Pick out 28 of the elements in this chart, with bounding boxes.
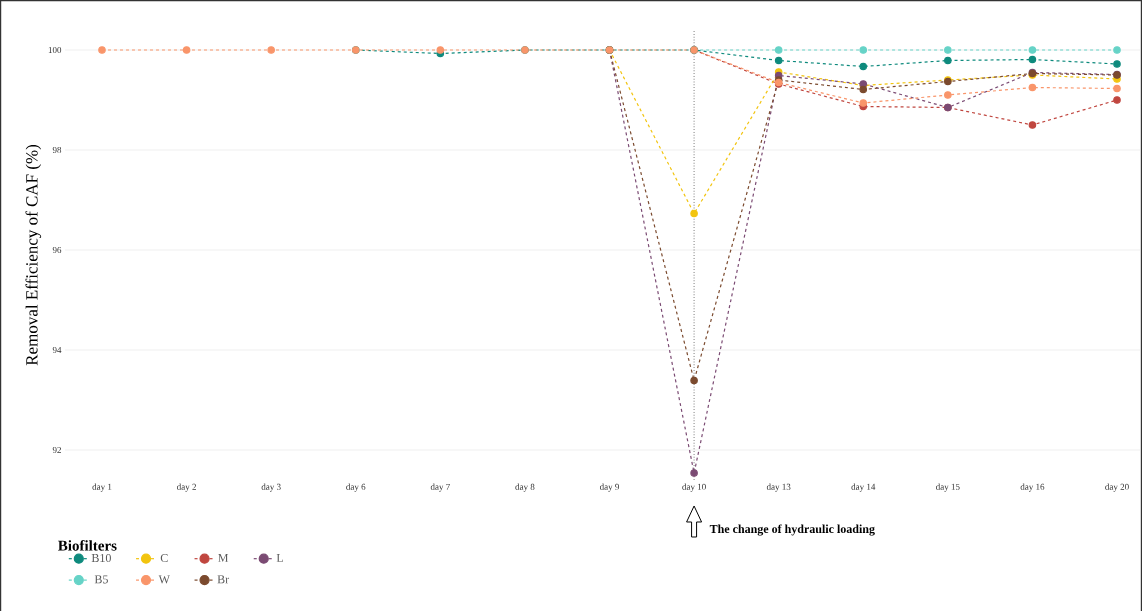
x-tick-label: day 16 bbox=[1020, 483, 1045, 492]
legend-label: B5 bbox=[94, 575, 108, 584]
x-tick-label: day 2 bbox=[177, 483, 196, 492]
text: The change of hydraulic loading bbox=[709, 524, 875, 536]
x-tick-label: day 10 bbox=[682, 483, 706, 492]
y-tick-label: 98 bbox=[52, 147, 62, 154]
x-tick-label: day 6 bbox=[346, 483, 366, 492]
y-tick-label: 96 bbox=[52, 247, 62, 254]
legend-label: Br bbox=[217, 575, 230, 584]
y-tick-label: 100 bbox=[48, 47, 62, 54]
x-tick-label: day 9 bbox=[599, 483, 619, 492]
legend-label: W bbox=[158, 575, 170, 584]
x-tick-label: day 13 bbox=[766, 483, 791, 492]
y-axis-title: Removal Efficiency of CAF (%) bbox=[25, 145, 42, 366]
legend-label: M bbox=[218, 554, 229, 563]
x-tick-label: day 14 bbox=[851, 483, 876, 492]
x-tick-label: day 15 bbox=[936, 483, 960, 492]
x-tick-label: day 1 bbox=[92, 483, 112, 492]
legend-label: C bbox=[160, 554, 168, 563]
x-tick-label: day 3 bbox=[261, 483, 281, 492]
x-tick-label: day 8 bbox=[515, 483, 535, 492]
legend-label: L bbox=[276, 554, 283, 563]
y-tick-label: 94 bbox=[52, 347, 62, 354]
x-tick-label: day 20 bbox=[1105, 483, 1129, 492]
y-tick-label: 92 bbox=[52, 447, 61, 454]
legend-label: B10 bbox=[91, 554, 111, 563]
x-tick-label: day 7 bbox=[430, 483, 450, 492]
legend-title: Biofilters bbox=[58, 540, 117, 551]
